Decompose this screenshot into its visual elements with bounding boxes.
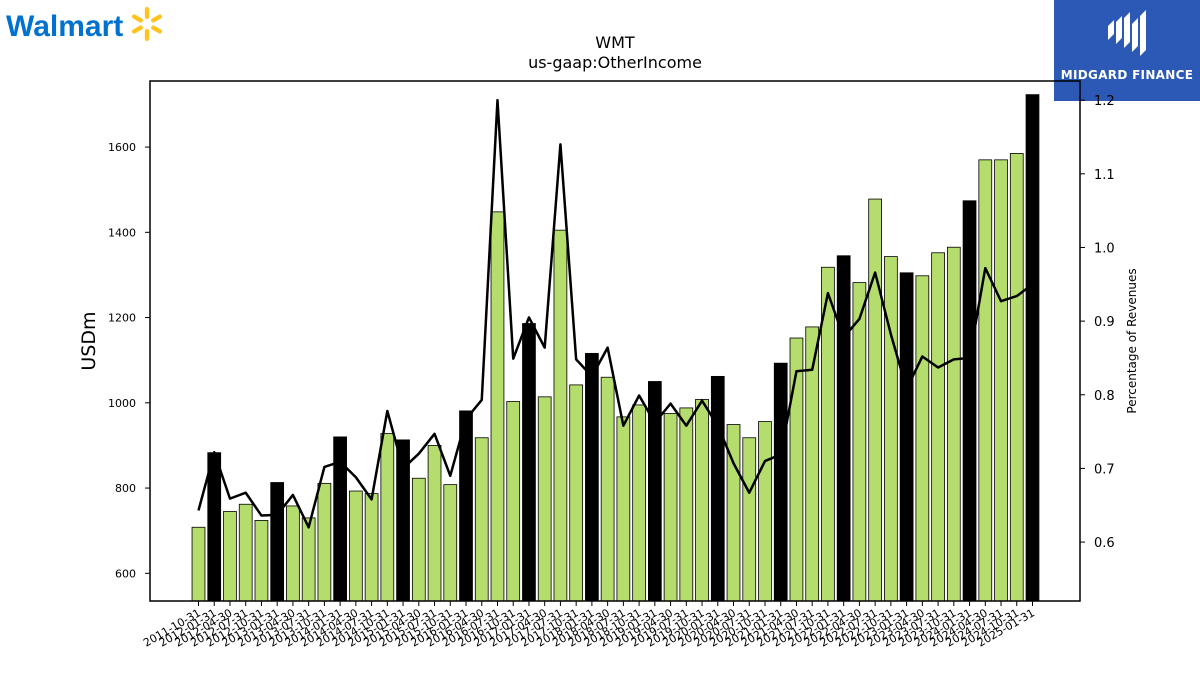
bar (506, 401, 521, 602)
bar (962, 200, 977, 602)
bar (490, 211, 505, 602)
bar (254, 520, 269, 602)
bar (349, 490, 363, 602)
bar (600, 376, 615, 602)
bar (946, 246, 961, 602)
bar (238, 503, 253, 602)
bar (569, 384, 584, 602)
chart-title: WMT (595, 33, 635, 52)
midgard-mark-icon (1108, 10, 1146, 56)
y2-tick-label: 0.7 (1094, 462, 1115, 477)
y2-axis-ticks: 0.6 0.7 0.8 0.9 1.0 1.1 1.2 (1080, 94, 1115, 551)
bar (317, 482, 332, 602)
bar (522, 323, 536, 602)
bar (585, 352, 599, 602)
bar (868, 198, 882, 602)
bar (411, 477, 426, 602)
y2-tick-label: 0.9 (1094, 315, 1115, 330)
y-tick-label: 1400 (108, 226, 136, 239)
y-tick-label: 1200 (108, 312, 136, 325)
bar (380, 433, 395, 602)
bar (1009, 153, 1024, 602)
plot-frame (149, 80, 1081, 602)
bar (663, 413, 678, 602)
bar (207, 452, 222, 602)
bar (474, 437, 489, 602)
y2-tick-label: 1.1 (1094, 168, 1115, 183)
bar (773, 362, 788, 602)
bar (836, 255, 851, 602)
y-tick-label: 800 (115, 482, 136, 495)
bar (443, 484, 458, 602)
y-tick-label: 1600 (108, 141, 136, 154)
bar (931, 252, 945, 602)
bar (270, 482, 285, 602)
bar (364, 493, 379, 602)
bar (758, 421, 772, 602)
x-axis-ticks: 2011-10-312012-01-312012-04-302012-07-31… (141, 601, 1037, 650)
bar (223, 511, 237, 602)
bar (301, 517, 316, 602)
midgard-logo-text: MIDGARD FINANCE (1060, 68, 1194, 82)
bar (537, 396, 552, 602)
bar (884, 256, 898, 602)
y2-tick-label: 1.0 (1094, 241, 1115, 256)
bar (679, 407, 694, 602)
bar (742, 437, 757, 602)
y2-tick-label: 1.2 (1094, 94, 1115, 109)
walmart-logo: Walmart (6, 4, 176, 48)
y-axis-ticks: 600 800 1000 1200 1400 1600 (108, 141, 150, 580)
bar (852, 282, 867, 602)
bar (632, 404, 646, 602)
bar (191, 526, 206, 602)
y2-tick-label: 0.6 (1094, 536, 1115, 551)
bar (616, 416, 631, 602)
bar (710, 375, 725, 602)
walmart-logo-text: Walmart (6, 10, 123, 43)
bar (695, 398, 709, 602)
y-tick-label: 1000 (108, 397, 136, 410)
line-layer (197, 98, 1034, 529)
bar (1025, 94, 1040, 602)
midgard-finance-logo: MIDGARD FINANCE (1054, 0, 1200, 101)
bar (553, 229, 568, 602)
bar (994, 159, 1008, 602)
percentage-of-revenues-line (197, 98, 1034, 529)
bar (915, 275, 930, 602)
y-tick-label: 600 (115, 567, 136, 580)
chart-subtitle: us-gaap:OtherIncome (528, 53, 702, 72)
bar (286, 505, 300, 602)
bar (978, 159, 993, 602)
walmart-spark-icon (131, 7, 163, 41)
bar (427, 445, 442, 602)
bar (899, 272, 914, 602)
y2-tick-label: 0.8 (1094, 389, 1115, 404)
bars-layer (191, 94, 1040, 602)
y2-axis-label: Percentage of Revenues (1125, 268, 1139, 413)
y-axis-label: USDm (78, 311, 100, 370)
